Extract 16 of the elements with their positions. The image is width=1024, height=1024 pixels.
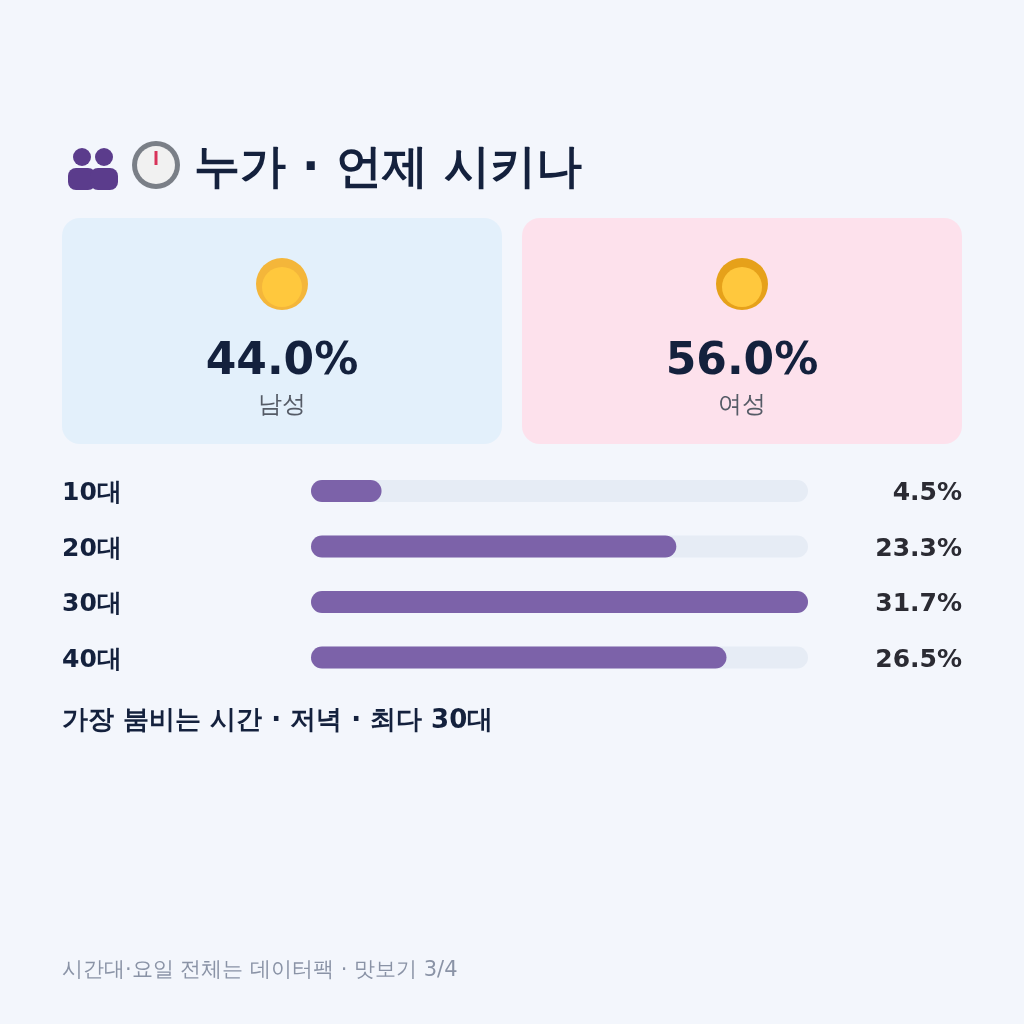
category-label: 여성 <box>718 390 766 418</box>
bar <box>311 480 382 502</box>
text: 누가 · 언제 시키나 <box>194 139 582 193</box>
y-tick-label: 20대 <box>62 532 122 562</box>
data-label: 44.0% <box>205 333 359 384</box>
text: 시간대·요일 전체는 데이터팩 · 맛보기 3/4 <box>62 957 458 981</box>
data-label: 31.7% <box>875 588 962 617</box>
data-label: 4.5% <box>892 477 962 506</box>
y-tick-label: 10대 <box>62 477 122 506</box>
data-label: 23.3% <box>875 532 962 562</box>
data-label: 26.5% <box>875 643 962 673</box>
data-label: 56.0% <box>665 333 819 384</box>
y-tick-label: 40대 <box>62 643 122 673</box>
category-label: 남성 <box>258 390 306 418</box>
y-tick-label: 30대 <box>62 588 122 617</box>
text: 가장 붐비는 시간 · 저녁 · 최다 30대 <box>62 704 494 734</box>
